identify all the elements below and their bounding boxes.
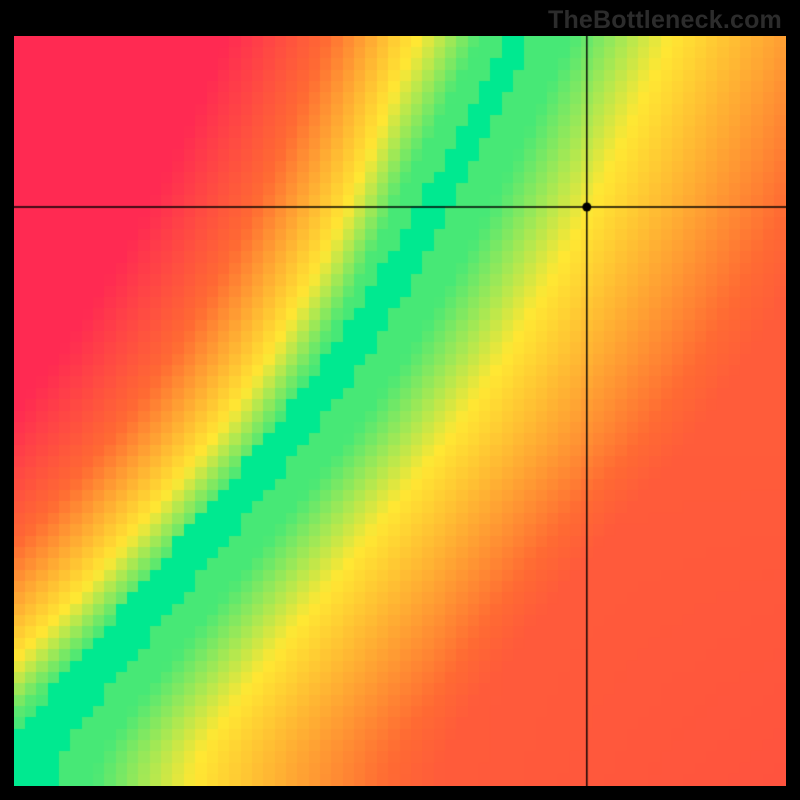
- chart-container: { "watermark": "TheBottleneck.com", "hea…: [0, 0, 800, 800]
- bottleneck-heatmap: [14, 36, 786, 786]
- watermark-text: TheBottleneck.com: [548, 6, 782, 35]
